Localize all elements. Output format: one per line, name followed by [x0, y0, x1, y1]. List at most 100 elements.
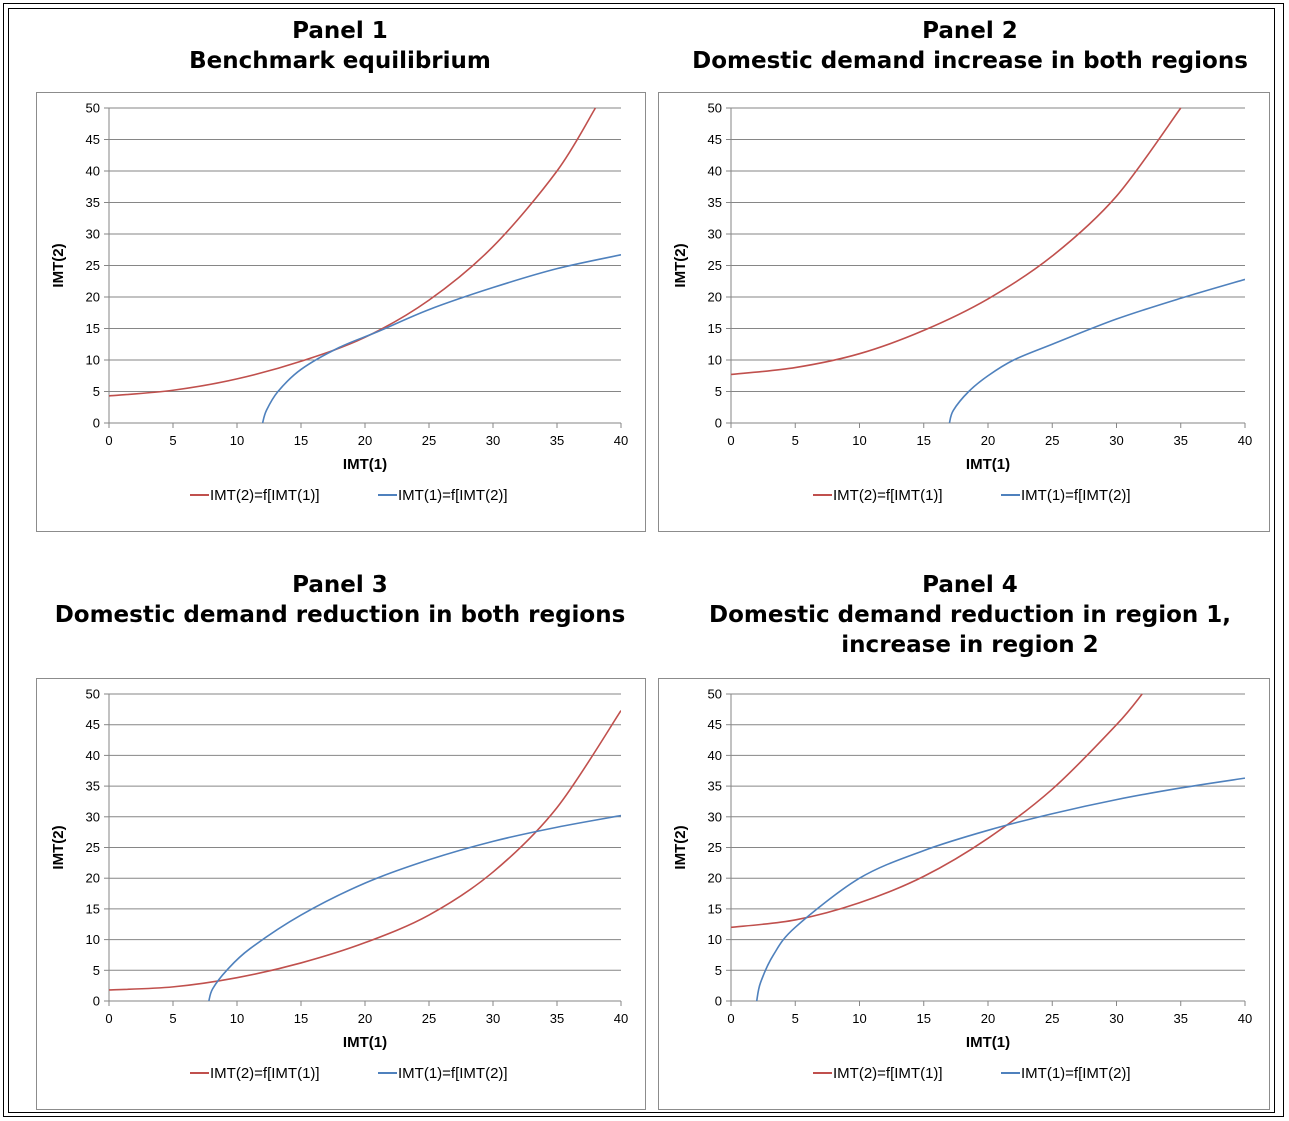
x-tick-label: 10	[852, 433, 866, 448]
x-tick-label: 30	[1109, 1011, 1123, 1026]
y-tick-label: 10	[708, 932, 722, 947]
y-tick-label: 15	[86, 321, 100, 336]
legend-label: IMT(1)=f[IMT(2)]	[398, 487, 508, 504]
series-line-imt1-of-imt2	[948, 278, 1245, 423]
chart-3-box: 0 5 10 15 20 25 30 35 40 45 50 0 5 10 15 20 25 30 35 40 IMT(…	[36, 678, 646, 1110]
series-line-imt2-of-imt1	[109, 107, 597, 397]
inner-frame	[8, 8, 1275, 1113]
legend-label: IMT(2)=f[IMT(1)]	[210, 1065, 320, 1082]
y-tick-label: 25	[708, 258, 722, 273]
y-tick-label: 30	[86, 227, 100, 242]
chart-3: 0 5 10 15 20 25 30 35 40 45 50 0 5 10 15 20 25 30 35 40 IMT(…	[50, 687, 628, 1083]
x-tick-label: 15	[917, 1011, 931, 1026]
x-tick-label: 10	[230, 433, 244, 448]
panel-4-title-line1: Panel 4	[922, 572, 1018, 598]
x-tick-label: 30	[1109, 433, 1123, 448]
series-line-imt1-of-imt2	[755, 777, 1245, 1001]
x-tick-label: 35	[1174, 1011, 1188, 1026]
y-tick-label: 25	[86, 258, 100, 273]
x-axis-title: IMT(1)	[966, 456, 1010, 473]
chart-2: 0 5 10 15 20 25 30 35 40 45 50 0 5 10 15 20 25 30 35 40 IMT(…	[672, 101, 1252, 505]
y-tick-label: 45	[708, 717, 722, 732]
chart-1-box: 0 5 10 15 20 25 30 35 40 45 50 0 5 10 15 20 25 30 35 40 IMT(…	[36, 92, 646, 532]
y-tick-label: 20	[86, 290, 100, 305]
series-line-imt1-of-imt2	[261, 254, 621, 423]
series-line-imt1-of-imt2	[208, 814, 621, 1001]
series-line-imt2-of-imt1	[731, 107, 1182, 376]
x-tick-label: 20	[358, 1011, 372, 1026]
y-tick-label: 35	[86, 779, 100, 794]
y-tick-label: 50	[86, 687, 100, 702]
x-axis-title: IMT(1)	[966, 1034, 1010, 1051]
y-tick-label: 45	[86, 132, 100, 147]
legend-label: IMT(1)=f[IMT(2)]	[1021, 487, 1131, 504]
x-tick-label: 15	[294, 433, 308, 448]
x-tick-label: 40	[1238, 433, 1252, 448]
panel-2-title-line1: Panel 2	[922, 18, 1018, 44]
series-line-imt2-of-imt1	[109, 710, 621, 991]
y-tick-label: 0	[715, 994, 722, 1009]
legend-label: IMT(1)=f[IMT(2)]	[398, 1065, 508, 1082]
y-axis-title: IMT(2)	[672, 243, 689, 287]
x-tick-label: 40	[614, 1011, 628, 1026]
legend-item: IMT(1)=f[IMT(2)]	[378, 1065, 508, 1082]
y-tick-label: 5	[93, 963, 100, 978]
y-tick-label: 35	[708, 195, 722, 210]
y-tick-label: 0	[715, 416, 722, 431]
y-tick-label: 40	[708, 748, 722, 763]
legend-item: IMT(2)=f[IMT(1)]	[190, 487, 320, 504]
y-tick-label: 50	[708, 101, 722, 116]
y-tick-label: 0	[93, 994, 100, 1009]
y-tick-label: 15	[708, 321, 722, 336]
y-tick-label: 20	[86, 871, 100, 886]
x-tick-label: 25	[422, 433, 436, 448]
x-tick-label: 15	[917, 433, 931, 448]
x-tick-label: 10	[230, 1011, 244, 1026]
y-tick-label: 40	[708, 164, 722, 179]
panel-2-title-line2: Domestic demand increase in both regions	[692, 48, 1248, 74]
x-tick-label: 5	[169, 1011, 176, 1026]
legend-item: IMT(1)=f[IMT(2)]	[378, 487, 508, 504]
legend-item: IMT(2)=f[IMT(1)]	[813, 487, 943, 504]
legend-item: IMT(2)=f[IMT(1)]	[813, 1065, 943, 1082]
x-tick-label: 0	[105, 1011, 112, 1026]
y-tick-label: 30	[708, 809, 722, 824]
x-tick-label: 35	[1174, 433, 1188, 448]
y-tick-label: 50	[86, 101, 100, 116]
x-tick-label: 5	[792, 1011, 799, 1026]
x-tick-label: 25	[422, 1011, 436, 1026]
y-tick-label: 25	[708, 840, 722, 855]
y-tick-label: 0	[93, 416, 100, 431]
x-tick-label: 30	[486, 433, 500, 448]
x-tick-label: 40	[614, 433, 628, 448]
outer-frame	[3, 3, 1284, 1117]
chart-4-box: 0 5 10 15 20 25 30 35 40 45 50 0 5 10 15 20 25 30 35 40 IMT(…	[658, 678, 1270, 1110]
y-tick-label: 10	[86, 353, 100, 368]
x-tick-label: 20	[981, 1011, 995, 1026]
panel-4-title-line3: increase in region 2	[841, 632, 1099, 658]
legend-item: IMT(1)=f[IMT(2)]	[1001, 487, 1131, 504]
x-tick-label: 20	[981, 433, 995, 448]
x-tick-label: 25	[1045, 1011, 1059, 1026]
y-tick-label: 40	[86, 164, 100, 179]
y-tick-label: 25	[86, 840, 100, 855]
y-tick-label: 45	[708, 132, 722, 147]
y-tick-label: 10	[708, 353, 722, 368]
x-tick-label: 0	[727, 1011, 734, 1026]
y-axis-title: IMT(2)	[672, 825, 689, 869]
y-tick-label: 20	[708, 290, 722, 305]
x-tick-label: 35	[550, 433, 564, 448]
x-axis-title: IMT(1)	[343, 456, 387, 473]
y-tick-label: 15	[86, 901, 100, 916]
y-tick-label: 20	[708, 871, 722, 886]
x-tick-label: 15	[294, 1011, 308, 1026]
y-tick-label: 40	[86, 748, 100, 763]
panel-3-title-line2: Domestic demand reduction in both region…	[54, 602, 626, 628]
x-tick-label: 5	[792, 433, 799, 448]
panel-1-title-line2: Benchmark equilibrium	[189, 48, 491, 74]
x-tick-label: 30	[486, 1011, 500, 1026]
y-tick-label: 5	[93, 384, 100, 399]
y-axis-title: IMT(2)	[50, 243, 67, 287]
panel-1-title-line1: Panel 1	[292, 18, 388, 44]
y-tick-label: 35	[86, 195, 100, 210]
